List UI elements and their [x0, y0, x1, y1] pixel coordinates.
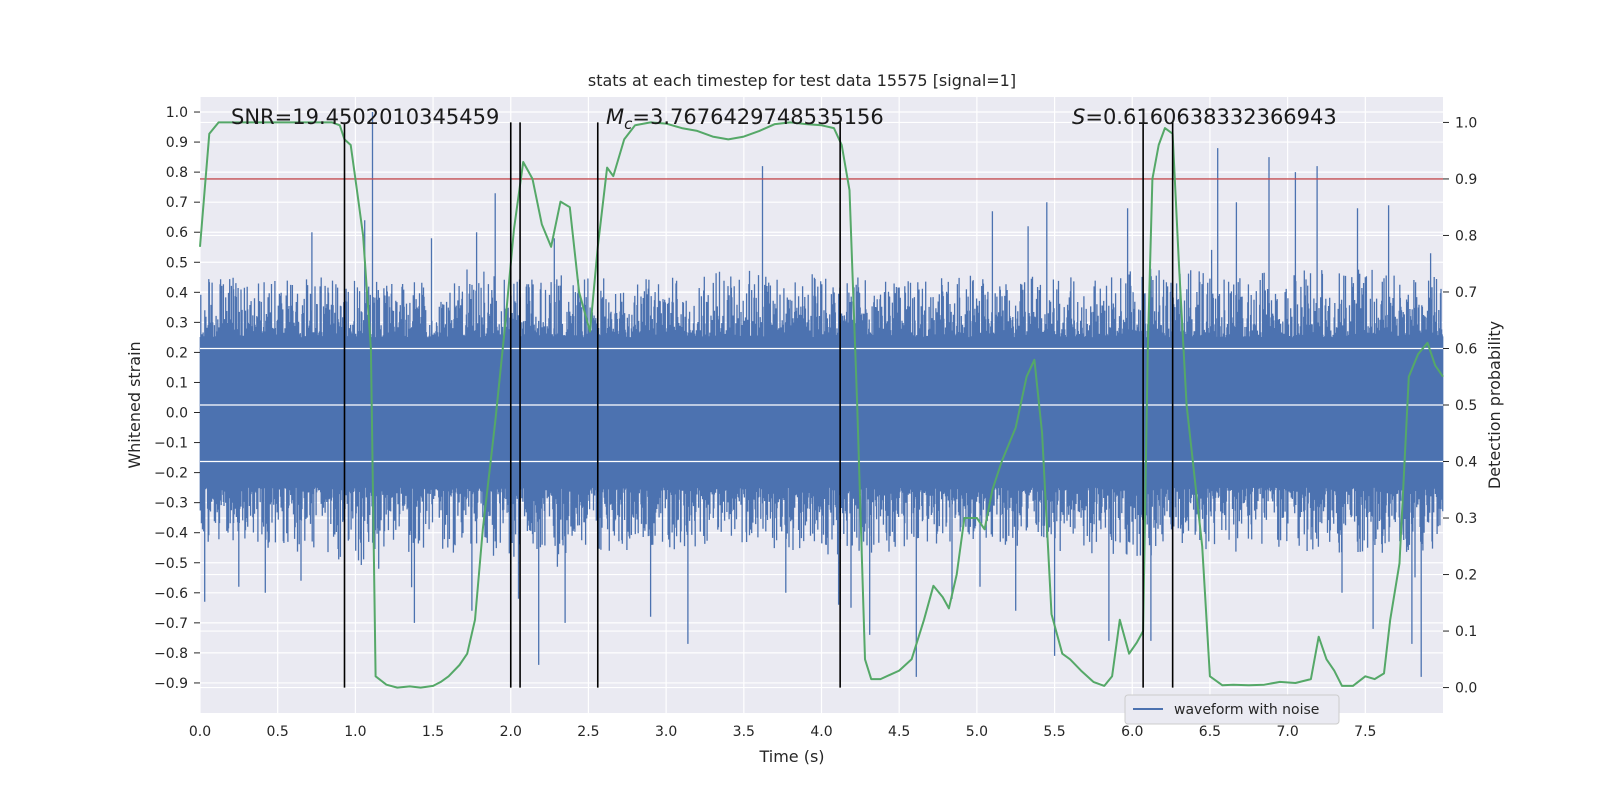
y-tick-label: −0.1 — [154, 436, 188, 452]
chirp-mass-annotation: Mc=3.7676429748535156 — [606, 105, 884, 133]
legend-label-waveform: waveform with noise — [1174, 702, 1319, 718]
x-axis-ticks: 0.0 0.5 1.0 1.5 2.0 2.5 3.0 3.5 4.0 4.5 5.0 5.5 6.0 6… — [189, 724, 1377, 740]
x-tick-label: 1.5 — [422, 724, 444, 740]
y-tick-label: −0.8 — [154, 646, 188, 662]
x-tick-label: 5.0 — [966, 724, 988, 740]
s-symbol: S — [1072, 105, 1085, 129]
y2-tick-label: 0.4 — [1455, 455, 1477, 471]
y2-tick-label: 0.1 — [1455, 624, 1477, 640]
y-axis-ticks: −0.9 −0.8 −0.7 −0.6 −0.5 −0.4 −0.3 −0.2 −0.1 0.0 0… — [154, 105, 200, 692]
y-tick-label: −0.3 — [154, 496, 188, 512]
x-tick-label: 0.0 — [189, 724, 211, 740]
y2-tick-label: 0.9 — [1455, 172, 1477, 188]
waveform-series — [199, 112, 1444, 677]
y-tick-label: −0.6 — [154, 586, 188, 602]
y-tick-label: 0.1 — [166, 375, 188, 391]
x-tick-label: 3.5 — [733, 724, 755, 740]
y-tick-label: 0.5 — [166, 255, 188, 271]
y-tick-label: 0.2 — [166, 345, 188, 361]
x-tick-label: 6.5 — [1199, 724, 1221, 740]
y-tick-label: −0.9 — [154, 676, 188, 692]
y-tick-label: 0.3 — [166, 315, 188, 331]
x-tick-label: 2.5 — [577, 724, 599, 740]
x-tick-label: 7.0 — [1276, 724, 1298, 740]
chirp-mass-value: =3.7676429748535156 — [632, 105, 883, 129]
y2-axis-label: Detection probability — [1485, 321, 1504, 489]
y-tick-label: 0.7 — [166, 195, 188, 211]
x-tick-label: 7.5 — [1354, 724, 1376, 740]
y-tick-label: 0.6 — [166, 225, 188, 241]
y-tick-label: −0.4 — [154, 526, 188, 542]
x-axis-label: Time (s) — [758, 747, 824, 766]
x-tick-label: 4.0 — [810, 724, 832, 740]
y-tick-label: −0.2 — [154, 466, 188, 482]
y2-tick-label: 1.0 — [1455, 115, 1477, 131]
y2-tick-label: 0.8 — [1455, 228, 1477, 244]
legend-box — [1124, 694, 1340, 725]
y-tick-label: 0.8 — [166, 165, 188, 181]
x-tick-label: 0.5 — [267, 724, 289, 740]
y-tick-label: −0.5 — [154, 556, 188, 572]
y2-tick-label: 0.6 — [1455, 341, 1477, 357]
chirp-mass-subscript: c — [624, 115, 633, 133]
legend: waveform with noise — [1124, 694, 1340, 725]
x-tick-label: 4.5 — [888, 724, 910, 740]
y2-tick-label: 0.5 — [1455, 398, 1477, 414]
detection-probability-line — [199, 121, 1444, 689]
event-markers — [343, 122, 1174, 688]
y-tick-label: 0.4 — [166, 285, 188, 301]
y-axis-label: Whitened strain — [125, 341, 144, 468]
chirp-mass-symbol: M — [606, 105, 624, 129]
y-tick-label: −0.7 — [154, 616, 188, 632]
probability-series — [199, 121, 1444, 689]
x-tick-label: 1.0 — [344, 724, 366, 740]
y-tick-label: 1.0 — [166, 105, 188, 121]
y-tick-label: 0.0 — [166, 406, 188, 422]
y2-tick-label: 0.7 — [1455, 285, 1477, 301]
s-annotation: S=0.6160638332366943 — [1072, 105, 1337, 129]
y2-tick-label: 0.0 — [1455, 681, 1477, 697]
y2-axis-ticks: 0.0 0.1 0.2 0.3 0.4 0.5 0.6 0.7 0.8 0.9 1.0 — [1443, 115, 1477, 697]
chart-title: stats at each timestep for test data 155… — [588, 71, 1016, 90]
s-value: =0.6160638332366943 — [1085, 105, 1336, 129]
y-tick-label: 0.9 — [166, 135, 188, 151]
x-tick-label: 3.0 — [655, 724, 677, 740]
waveform-core-band — [200, 337, 1443, 488]
x-tick-label: 2.0 — [500, 724, 522, 740]
x-tick-label: 5.5 — [1043, 724, 1065, 740]
y2-tick-label: 0.3 — [1455, 511, 1477, 527]
snr-annotation: SNR=19.4502010345459 — [231, 105, 499, 129]
y2-tick-label: 0.2 — [1455, 568, 1477, 584]
x-tick-label: 6.0 — [1121, 724, 1143, 740]
